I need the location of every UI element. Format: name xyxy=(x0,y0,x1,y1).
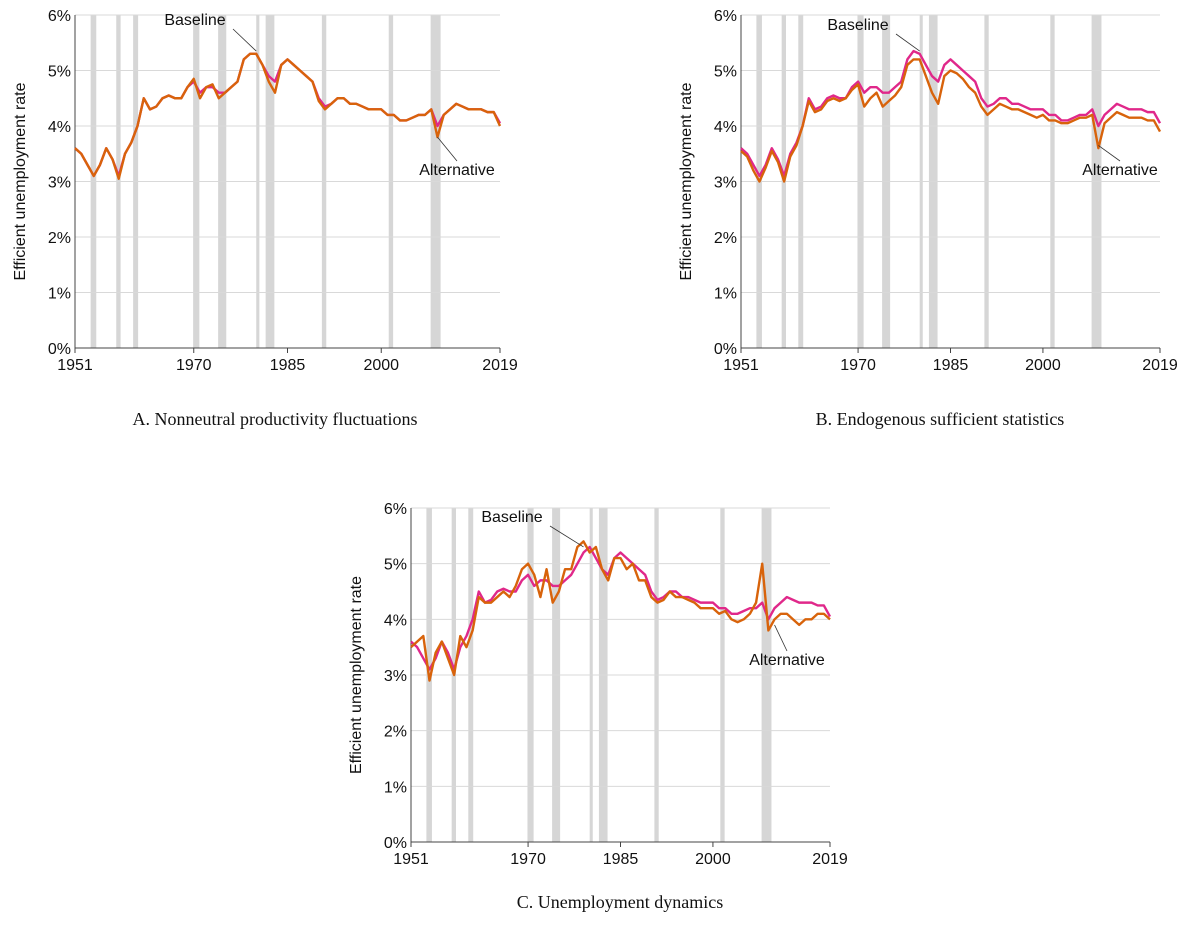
x-tick-label: 1970 xyxy=(176,357,212,374)
series-line xyxy=(740,58,1162,183)
x-tick-label: 1985 xyxy=(270,357,306,374)
x-tick-label: 2019 xyxy=(812,851,848,868)
y-tick-label: 0% xyxy=(714,341,737,358)
panel: 0% 1% 2% 3% 4% 5% 6% 1951 1970 1985 2000 2019 Baseli… xyxy=(12,8,518,429)
y-axis-title: Efficient unemployment rate xyxy=(12,82,29,280)
y-tick-label: 0% xyxy=(48,341,71,358)
y-tick-label: 5% xyxy=(384,557,407,574)
x-tick-label: 1951 xyxy=(393,851,429,868)
y-tick-label: 2% xyxy=(48,230,71,247)
series-line xyxy=(74,52,502,180)
caption: B. Endogenous sufficient statistics xyxy=(816,409,1065,429)
annotation: Baseline xyxy=(827,17,888,34)
caption: C. Unemployment dynamics xyxy=(517,892,723,912)
x-tick-label: 2000 xyxy=(1025,357,1061,374)
y-tick-label: 5% xyxy=(714,64,737,81)
series-line xyxy=(410,545,832,671)
annotation: Alternative xyxy=(749,652,825,669)
leader-line xyxy=(549,525,584,548)
annotation: Alternative xyxy=(1082,162,1158,179)
y-tick-label: 6% xyxy=(384,501,407,518)
annotation: Alternative xyxy=(419,162,495,179)
y-tick-label: 1% xyxy=(48,286,71,303)
leader-line xyxy=(232,28,257,52)
y-axis-title: Efficient unemployment rate xyxy=(348,576,365,774)
x-tick-label: 1985 xyxy=(603,851,639,868)
x-tick-label: 2019 xyxy=(1142,357,1178,374)
annotation: Baseline xyxy=(164,12,225,29)
x-tick-label: 1970 xyxy=(510,851,546,868)
series-line xyxy=(410,540,831,682)
y-tick-label: 6% xyxy=(714,8,737,25)
x-tick-label: 1985 xyxy=(933,357,969,374)
y-tick-label: 1% xyxy=(714,286,737,303)
leader-line xyxy=(437,136,458,162)
y-tick-label: 3% xyxy=(48,175,71,192)
y-tick-label: 6% xyxy=(48,8,71,25)
x-tick-label: 1951 xyxy=(57,357,93,374)
panel: 0% 1% 2% 3% 4% 5% 6% 1951 1970 1985 2000 2019 Baseli… xyxy=(678,8,1178,429)
x-tick-label: 2000 xyxy=(695,851,731,868)
caption: A. Nonneutral productivity fluctuations xyxy=(133,409,418,429)
y-tick-label: 2% xyxy=(384,724,407,741)
x-tick-label: 2000 xyxy=(363,357,399,374)
y-tick-label: 2% xyxy=(714,230,737,247)
y-tick-label: 3% xyxy=(714,175,737,192)
panel: 0% 1% 2% 3% 4% 5% 6% 1951 1970 1985 2000 2019 Baseli… xyxy=(348,501,848,912)
y-tick-label: 4% xyxy=(48,119,71,136)
y-tick-label: 4% xyxy=(714,119,737,136)
y-tick-label: 1% xyxy=(384,779,407,796)
x-tick-label: 2019 xyxy=(482,357,518,374)
series-line xyxy=(740,49,1162,178)
y-tick-label: 0% xyxy=(384,835,407,852)
annotation: Baseline xyxy=(481,509,542,526)
leader-line xyxy=(1098,145,1121,162)
x-tick-label: 1970 xyxy=(840,357,876,374)
leader-line xyxy=(895,33,920,52)
y-tick-label: 5% xyxy=(48,64,71,81)
y-axis-title: Efficient unemployment rate xyxy=(678,82,695,280)
x-tick-label: 1951 xyxy=(723,357,759,374)
y-tick-label: 3% xyxy=(384,668,407,685)
y-tick-label: 4% xyxy=(384,612,407,629)
leader-line xyxy=(774,624,788,652)
